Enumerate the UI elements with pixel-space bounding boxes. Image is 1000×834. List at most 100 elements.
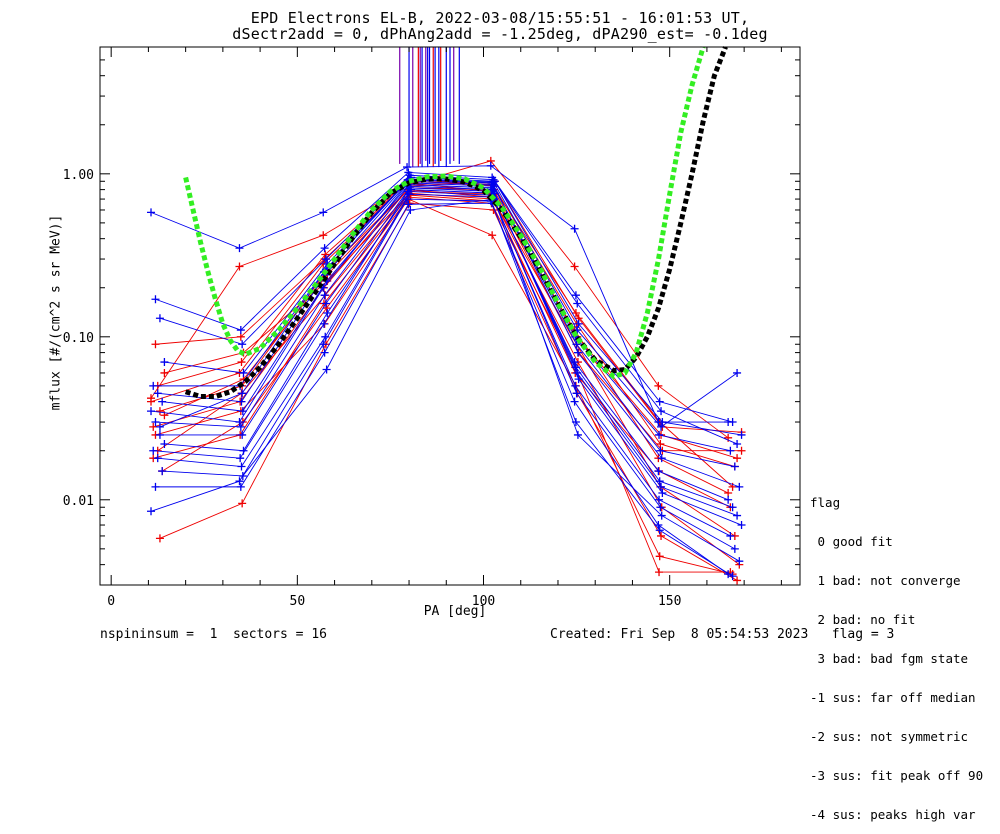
blue-series-point (153, 389, 162, 398)
blue-series-point (160, 439, 169, 448)
legend-item-2: 2 bad: no fit (810, 612, 916, 627)
blue-series-point (155, 430, 164, 439)
red-series-point (724, 433, 733, 442)
blue-series-point (403, 195, 412, 204)
blue-series-line (153, 179, 731, 452)
blue-series-point (323, 308, 332, 317)
blue-series-point (320, 291, 329, 300)
blue-series-point (654, 467, 663, 476)
blue-series-point (657, 454, 666, 463)
footer-left: nspininsum = 1 sectors = 16 (100, 627, 327, 642)
red-series-line (155, 180, 733, 488)
blue-series-point (572, 389, 581, 398)
blue-series-line (162, 198, 740, 562)
blue-series-point (238, 430, 247, 439)
red-series-point (655, 568, 664, 577)
blue-series-point (321, 299, 330, 308)
red-series-point (655, 552, 664, 561)
blue-series-point (570, 397, 579, 406)
blue-series-point (238, 407, 247, 416)
red-series-point (654, 381, 663, 390)
red-series-line (159, 187, 738, 459)
blue-series-point (239, 368, 248, 377)
blue-series-point (571, 418, 580, 427)
blue-series-point (573, 299, 582, 308)
blue-series-point (489, 187, 498, 196)
red-series-point (570, 262, 579, 271)
blue-series-point (236, 482, 245, 491)
red-series-point (147, 397, 156, 406)
blue-series-point (571, 381, 580, 390)
blue-series-line (157, 180, 735, 467)
chart-title-line1: EPD Electrons EL-B, 2022-03-08/15:55:51 … (250, 9, 750, 27)
red-series-point (155, 534, 164, 543)
red-series-point (238, 499, 247, 508)
red-series-point (733, 454, 742, 463)
red-series-point (237, 358, 246, 367)
blue-series-point (237, 397, 246, 406)
blue-series-point (149, 446, 158, 455)
blue-series-point (724, 570, 733, 579)
x-tick-label: 150 (658, 594, 681, 609)
blue-series-point (235, 477, 244, 486)
red-series-line (157, 179, 735, 467)
blue-series-point (570, 224, 579, 233)
blue-series-point (735, 557, 744, 566)
blue-series-point (147, 507, 156, 516)
blue-series-point (737, 430, 746, 439)
blue-series-point (151, 295, 160, 304)
chart-title-line2: dSectr2add = 0, dPhAng2add = -1.25deg, d… (232, 25, 768, 43)
red-series-line (161, 194, 740, 565)
blue-series-line (155, 185, 733, 508)
red-series-point (151, 340, 160, 349)
red-series-point (319, 231, 328, 240)
blue-series-point (657, 511, 666, 520)
blue-series-line (150, 198, 729, 575)
blue-series-line (155, 202, 733, 577)
blue-series-point (403, 163, 412, 172)
flag-legend: flag 0 good fit 1 bad: not converge 2 ba… (810, 470, 983, 834)
blue-series-point (158, 397, 167, 406)
red-series-point (733, 576, 742, 585)
blue-series-point (406, 205, 415, 214)
blue-series-point (728, 418, 737, 427)
y-tick-label: 1.00 (63, 168, 94, 183)
blue-series-point (728, 503, 737, 512)
blue-series-point (151, 418, 160, 427)
blue-series-point (728, 572, 737, 581)
x-tick-label: 0 (107, 594, 115, 609)
blue-series-point (656, 503, 665, 512)
blue-series-point (235, 418, 244, 427)
blue-series-line (153, 190, 731, 537)
y-tick-label: 0.10 (63, 331, 94, 346)
legend-item-0: 0 good fit (810, 534, 893, 549)
blue-series-point (658, 489, 667, 498)
red-series-line (155, 198, 733, 575)
blue-series-line (164, 189, 742, 526)
blue-series-point (147, 407, 156, 416)
blue-series-line (157, 193, 736, 550)
x-tick-label: 50 (290, 594, 306, 609)
blue-series-point (319, 340, 328, 349)
blue-series-point (405, 190, 414, 199)
blue-series-point (733, 511, 742, 520)
blue-series-point (489, 178, 498, 187)
legend-item-4: -1 sus: far off median (810, 690, 976, 705)
blue-series-point (238, 340, 247, 349)
red-series-point (405, 199, 414, 208)
blue-series-point (149, 381, 158, 390)
blue-series-point (573, 430, 582, 439)
blue-series-point (153, 454, 162, 463)
blue-series-point (319, 208, 328, 217)
red-series-line (164, 180, 742, 433)
plot-frame (99, 46, 801, 586)
x-axis-label: PA [deg] (423, 604, 487, 619)
blue-series-point (236, 422, 245, 431)
blue-series-point (160, 358, 169, 367)
red-series-point (488, 231, 497, 240)
blue-series-line (159, 178, 738, 428)
red-series-point (236, 332, 245, 341)
blue-series-point (724, 495, 733, 504)
blue-series-line (162, 182, 740, 488)
red-series-point (571, 308, 580, 317)
